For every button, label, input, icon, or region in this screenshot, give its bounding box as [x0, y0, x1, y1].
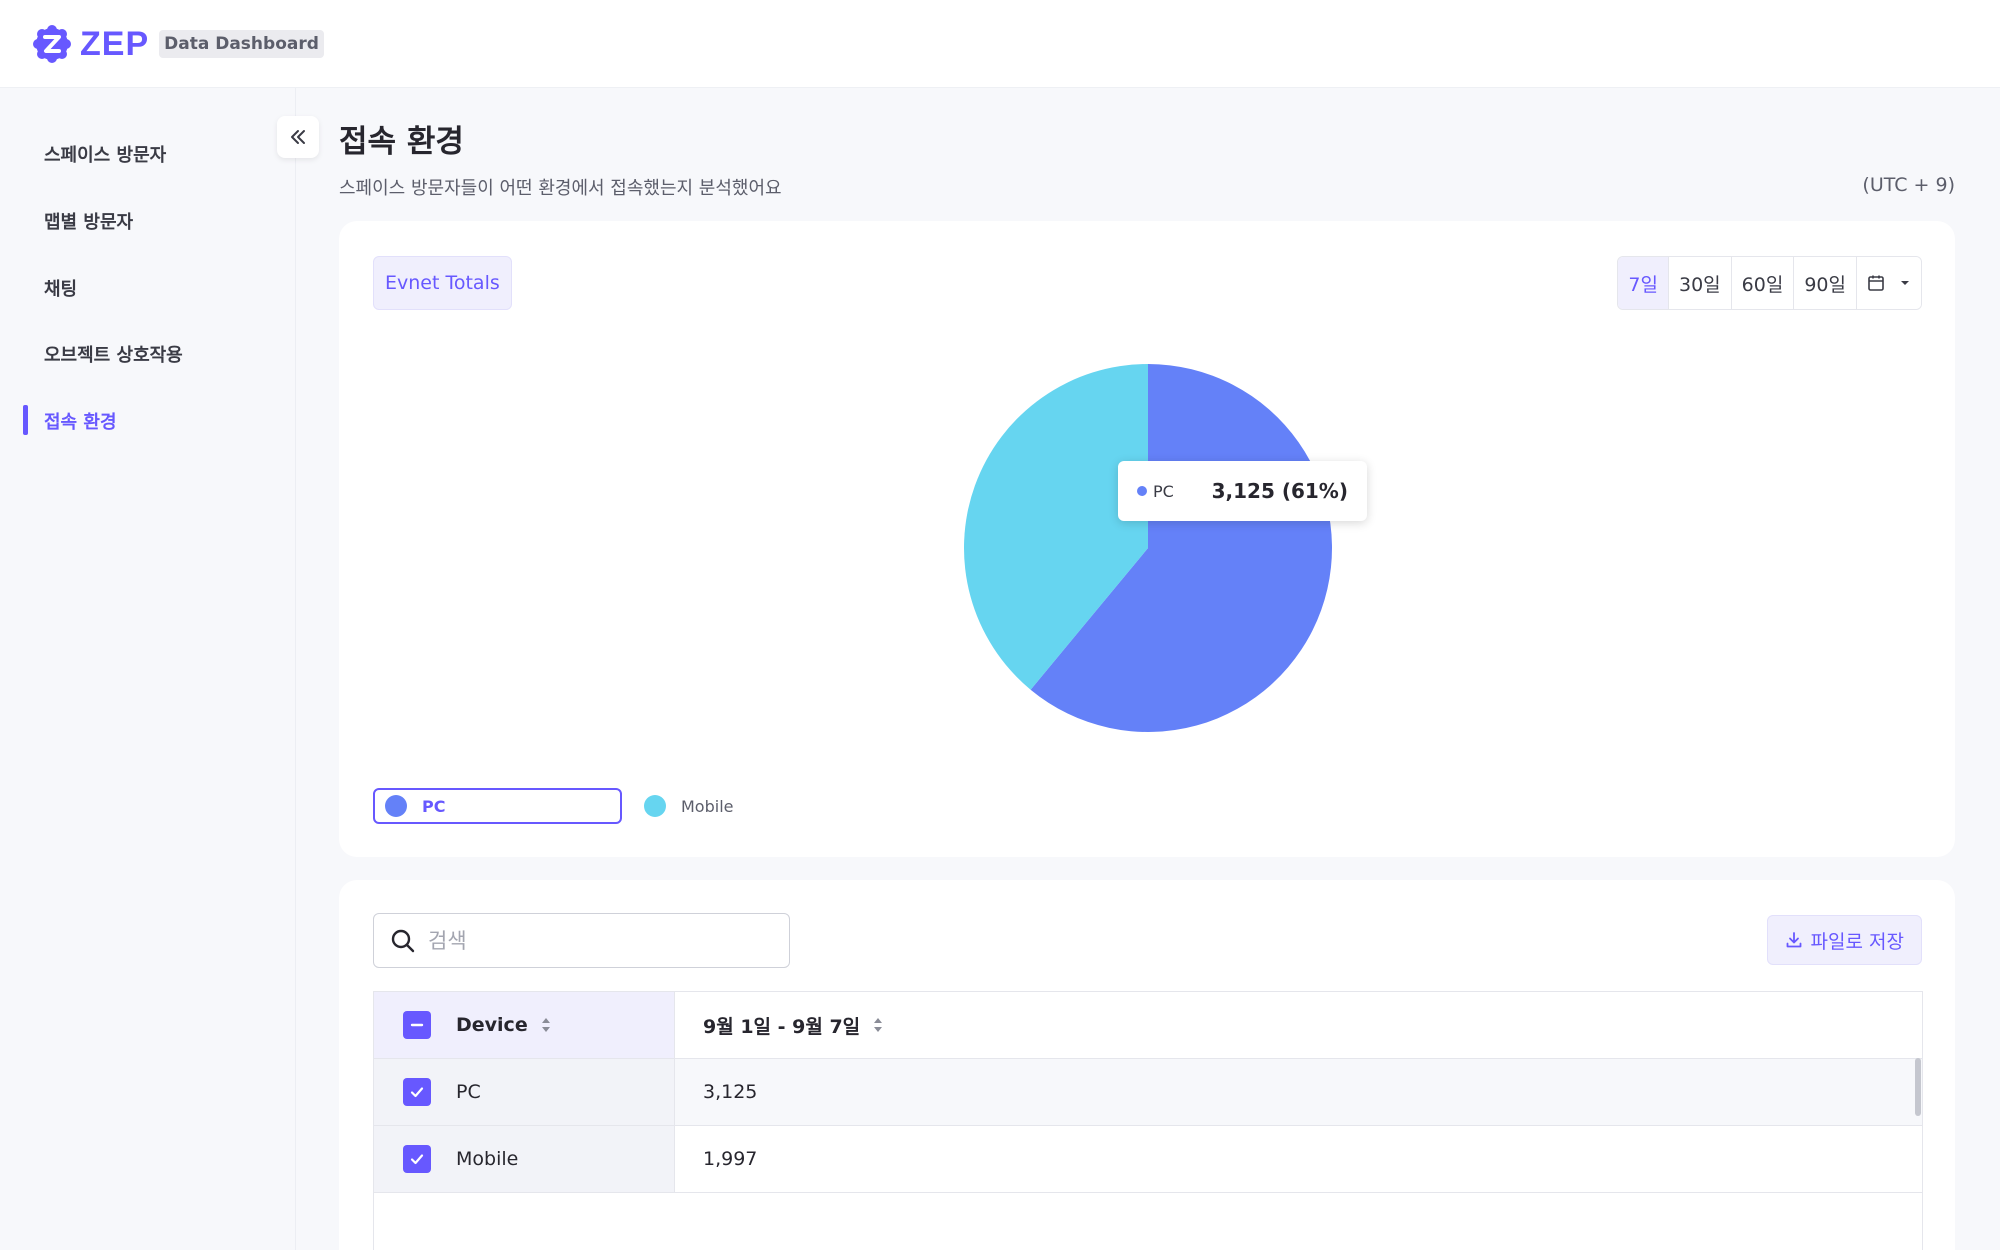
header-cell-device: Device — [374, 992, 675, 1058]
device-column-header[interactable]: Device — [456, 1014, 528, 1036]
count-cell: 1,997 — [703, 1148, 758, 1170]
row-checkbox-pc[interactable] — [403, 1078, 431, 1106]
save-to-file-button[interactable]: 파일로 저장 — [1766, 915, 1922, 965]
zep-logo-icon — [33, 25, 71, 63]
save-to-file-label: 파일로 저장 — [1810, 930, 1904, 953]
top-bar: ZEP Data Dashboard — [0, 0, 2000, 88]
range-90d-button[interactable]: 90일 — [1794, 257, 1857, 309]
table-row: PC 3,125 — [374, 1059, 1922, 1126]
tooltip-value: 3,125 (61%) — [1211, 479, 1348, 503]
active-indicator — [23, 405, 28, 435]
search-icon — [391, 929, 415, 952]
legend-label-mobile: Mobile — [681, 796, 734, 816]
sidebar-item-chat[interactable]: 채팅 — [44, 279, 78, 300]
sidebar: 스페이스 방문자 맵별 방문자 채팅 오브젝트 상호작용 접속 환경 — [0, 88, 296, 1250]
table-row: Mobile 1,997 — [374, 1126, 1922, 1193]
caret-down-icon — [1901, 281, 1909, 285]
device-name: PC — [456, 1081, 481, 1103]
chart-tooltip: PC 3,125 (61%) — [1118, 461, 1367, 521]
double-chevron-left-icon — [291, 130, 305, 144]
page-description: 스페이스 방문자들이 어떤 환경에서 접속했는지 분석했어요 — [339, 178, 782, 199]
sort-date-range-icon[interactable] — [872, 1016, 884, 1034]
tooltip-label: PC — [1153, 481, 1174, 501]
check-icon — [410, 1154, 424, 1165]
calendar-dropdown-button[interactable] — [1857, 257, 1921, 309]
date-range-column-header[interactable]: 9월 1일 - 9월 7일 — [703, 1015, 861, 1038]
row-checkbox-mobile[interactable] — [403, 1145, 431, 1173]
count-cell: 3,125 — [675, 1059, 1922, 1125]
device-pie-chart — [963, 364, 1332, 732]
calendar-icon — [1868, 275, 1884, 291]
download-icon — [1786, 932, 1801, 948]
device-name: Mobile — [456, 1148, 519, 1170]
search-input[interactable] — [428, 928, 768, 953]
legend-dot-pc — [385, 795, 407, 817]
table-card: 파일로 저장 Device 9월 1일 - 9월 7일 — [339, 880, 1955, 1250]
legend-label-pc: PC — [422, 796, 446, 816]
page-title: 접속 환경 — [339, 124, 464, 160]
collapse-sidebar-button[interactable] — [277, 116, 319, 158]
event-totals-chip[interactable]: Evnet Totals — [373, 256, 512, 310]
dashboard-badge: Data Dashboard — [159, 30, 324, 58]
logo[interactable]: ZEP Data Dashboard — [32, 24, 324, 64]
sidebar-item-connection-env[interactable]: 접속 환경 — [44, 412, 117, 433]
sidebar-item-space-visitors[interactable]: 스페이스 방문자 — [44, 145, 167, 166]
search-box[interactable] — [373, 913, 790, 968]
select-all-checkbox[interactable] — [403, 1011, 431, 1039]
sidebar-item-map-visitors[interactable]: 맵별 방문자 — [44, 212, 134, 233]
table-empty-area — [374, 1193, 1922, 1250]
sort-device-icon[interactable] — [540, 1016, 552, 1034]
date-range-selector: 7일 30일 60일 90일 — [1617, 256, 1922, 310]
check-icon — [410, 1087, 424, 1098]
sidebar-item-object-interaction[interactable]: 오브젝트 상호작용 — [44, 345, 183, 366]
table-scrollbar[interactable] — [1915, 1058, 1921, 1116]
range-60d-button[interactable]: 60일 — [1731, 257, 1795, 309]
pie-slice-mobile[interactable] — [963, 364, 1148, 690]
table-header-row: Device 9월 1일 - 9월 7일 — [374, 992, 1922, 1059]
chart-card: Evnet Totals 7일 30일 60일 90일 PC 3,125 (61… — [339, 221, 1955, 857]
device-table: Device 9월 1일 - 9월 7일 PC 3,125 — [373, 991, 1923, 1250]
header-cell-date-range: 9월 1일 - 9월 7일 — [675, 992, 1922, 1058]
device-cell: PC — [374, 1059, 675, 1125]
pie-slice-pc[interactable] — [1030, 364, 1332, 732]
legend-item-mobile[interactable]: Mobile — [644, 788, 733, 824]
timezone-label: (UTC + 9) — [1862, 174, 1955, 196]
tooltip-dot — [1137, 486, 1147, 496]
legend-item-pc[interactable]: PC — [373, 788, 622, 824]
range-30d-button[interactable]: 30일 — [1668, 257, 1732, 309]
range-7d-button[interactable]: 7일 — [1618, 257, 1669, 309]
logo-text: ZEP — [80, 24, 150, 63]
legend-dot-mobile — [644, 795, 666, 817]
device-cell: Mobile — [374, 1126, 675, 1192]
minus-icon — [410, 1023, 424, 1027]
